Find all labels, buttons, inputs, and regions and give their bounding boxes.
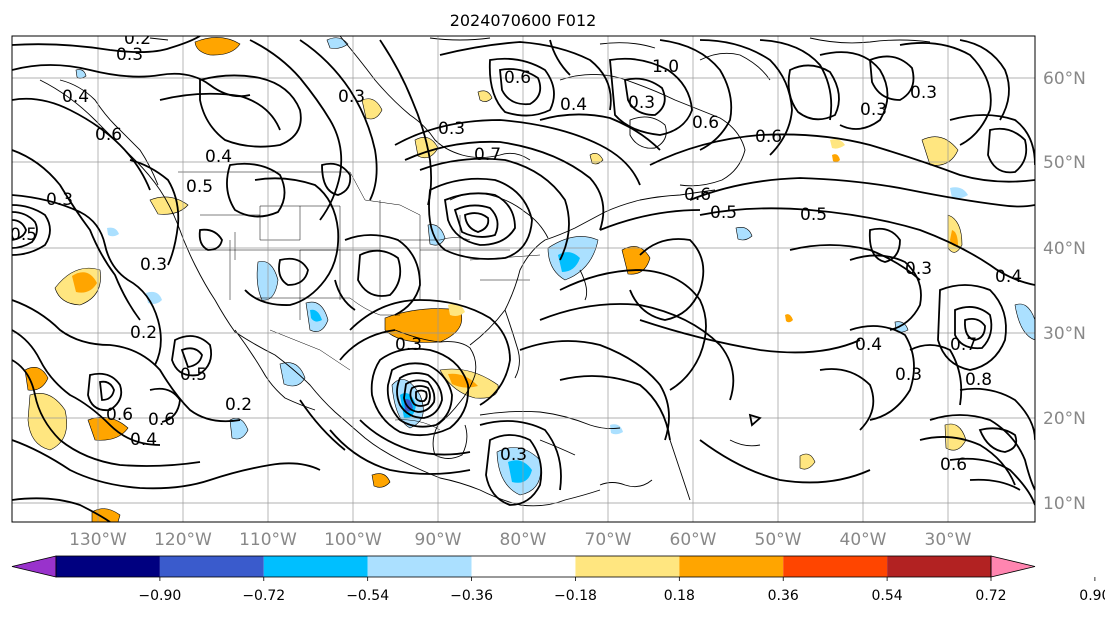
contour-label: 0.4 (995, 267, 1022, 287)
colorbar-tick-label: −0.36 (450, 588, 493, 604)
colorbar-tick-label: −0.54 (346, 588, 389, 604)
colorbar-tick-label: 0.54 (872, 588, 903, 604)
colorbar-segment (263, 556, 368, 577)
contour-label: 0.4 (560, 95, 587, 115)
contour-label: 0.6 (504, 68, 531, 88)
longitude-label: 100°W (324, 530, 382, 550)
colorbar-tick-label: 0.18 (664, 588, 695, 604)
contour-label: 0.2 (225, 395, 252, 415)
latitude-label: 10°N (1043, 494, 1086, 514)
longitude-label: 130°W (69, 530, 127, 550)
longitude-label: 80°W (500, 530, 547, 550)
contour-label: 0.3 (628, 93, 655, 113)
contour-label: 0.4 (855, 335, 882, 355)
longitude-label: 30°W (925, 530, 972, 550)
contour-label: 0.5 (186, 177, 213, 197)
negative-anomaly-patches (75, 37, 1035, 496)
longitude-label: 40°W (840, 530, 887, 550)
contour-labels: 0.30.20.30.60.30.40.50.30.60.30.60.31.00… (10, 29, 1022, 475)
contour-label: 0.6 (755, 127, 782, 147)
contour-label: 0.3 (395, 335, 422, 355)
contour-label: 0.3 (140, 255, 167, 275)
map-area: 0.30.20.30.60.30.40.50.30.60.30.60.31.00… (10, 29, 1035, 522)
contour-label: 0.3 (116, 45, 143, 65)
colorbar (11, 555, 1036, 578)
colorbar-tick-label: 0.72 (975, 588, 1006, 604)
contour-lines (12, 36, 1035, 522)
colorbar-tick-label: −0.18 (554, 588, 597, 604)
latitude-label: 20°N (1043, 409, 1086, 429)
contour-label: 0.3 (860, 100, 887, 120)
colorbar-tick-labels: −0.90 −0.72 −0.54 −0.36 −0.18 0.18 0.36 0.54 0.7… (138, 577, 1105, 604)
contour-label: 0.6 (148, 410, 175, 430)
contour-label: 0.3 (46, 190, 73, 210)
colorbar-segment (159, 556, 264, 577)
graticule (12, 36, 1035, 522)
colorbar-segment (783, 556, 888, 577)
contour-label: 0.5 (710, 203, 737, 223)
colorbar-segment (367, 556, 472, 577)
contour-label: 0.3 (895, 365, 922, 385)
colorbar-outline (55, 555, 992, 578)
contour-label: 0.4 (130, 430, 157, 450)
contour-label: 0.5 (180, 365, 207, 385)
colorbar-segment (575, 556, 680, 577)
colorbar-extend-high (990, 555, 1036, 578)
map-frame (11, 35, 1036, 523)
map-title: 2024070600 F012 (450, 11, 597, 30)
longitude-label: 70°W (585, 530, 632, 550)
colorbar-tick-label: 0.90 (1079, 588, 1105, 604)
contour-label: 0.2 (124, 29, 151, 49)
contour-label: 0.2 (130, 323, 157, 343)
colorbar-tick-label: −0.72 (242, 588, 285, 604)
contour-label: 0.6 (684, 185, 711, 205)
contour-label: 0.6 (940, 455, 967, 475)
contour-label: 0.3 (338, 87, 365, 107)
longitude-label: 50°W (755, 530, 802, 550)
positive-anomaly-patches (24, 37, 967, 522)
latitude-label: 40°N (1043, 239, 1086, 259)
longitude-label: 110°W (239, 530, 297, 550)
colorbar-segment (56, 556, 160, 577)
colorbar-tick-label: −0.90 (138, 588, 181, 604)
colorbar-segment (887, 556, 991, 577)
contour-label: 0.8 (965, 370, 992, 390)
colorbar-extend-low (11, 555, 57, 578)
contour-label: 0.7 (950, 335, 977, 355)
colorbar-segment (471, 556, 576, 577)
colorbar-segment (679, 556, 784, 577)
map-background (12, 36, 1035, 522)
contour-label: 0.4 (205, 147, 232, 167)
contour-label: 0.3 (438, 119, 465, 139)
contour-label: 1.0 (652, 57, 679, 77)
longitude-label: 90°W (415, 530, 462, 550)
longitude-label: 120°W (154, 530, 212, 550)
contour-label: 0.6 (95, 125, 122, 145)
longitude-labels: 130°W 120°W 110°W 100°W 90°W 80°W 70°W 60°W 50°W… (69, 530, 972, 550)
contour-label: 0.5 (10, 225, 37, 245)
latitude-label: 60°N (1043, 69, 1086, 89)
contour-label: 0.7 (474, 145, 501, 165)
contour-label: 0.3 (905, 259, 932, 279)
colorbar-tick-label: 0.36 (768, 588, 799, 604)
latitude-label: 50°N (1043, 153, 1086, 173)
latitude-labels: 60°N 50°N 40°N 30°N 20°N 10°N (1043, 69, 1086, 514)
contour-label: 0.6 (692, 113, 719, 133)
contour-label: 0.3 (910, 83, 937, 103)
contour-label: 0.4 (62, 87, 89, 107)
contour-label: 0.6 (106, 405, 133, 425)
latitude-label: 30°N (1043, 324, 1086, 344)
contour-label: 0.5 (800, 205, 827, 225)
longitude-label: 60°W (670, 530, 717, 550)
contour-label: 0.3 (500, 445, 527, 465)
